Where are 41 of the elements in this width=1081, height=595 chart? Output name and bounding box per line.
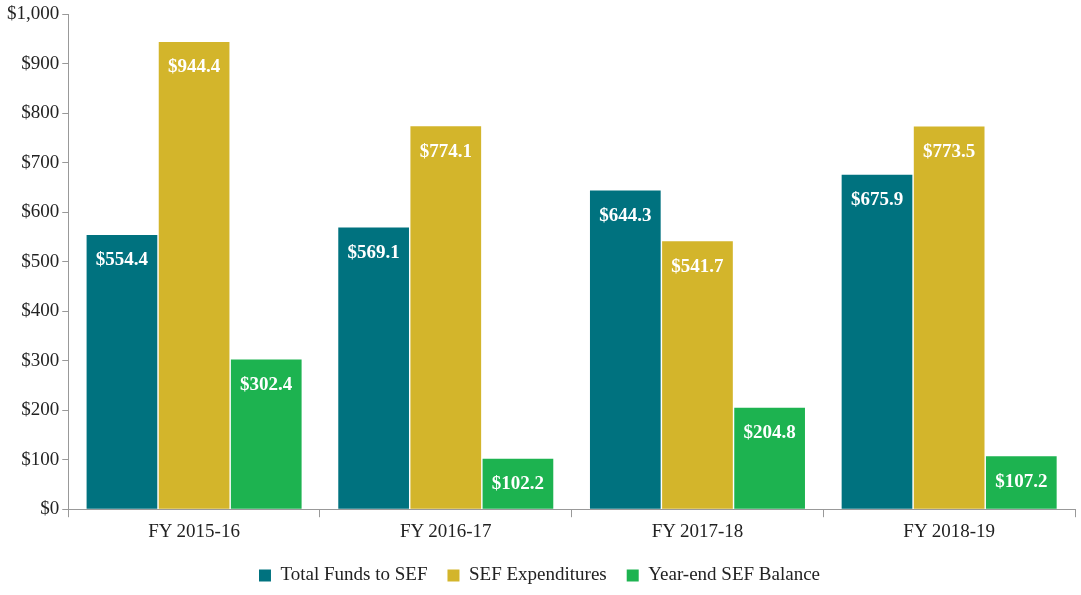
- y-tick-label: $1,000: [7, 2, 60, 24]
- y-tick-label: $400: [21, 299, 60, 321]
- y-tick-label: $300: [21, 348, 60, 370]
- bar: [662, 241, 733, 509]
- data-label: $944.4: [167, 55, 221, 77]
- legend-label: Total Funds to SEF: [280, 563, 428, 585]
- y-tick-label: $600: [21, 200, 60, 222]
- data-label: $644.3: [599, 203, 652, 225]
- y-tick-label: $900: [21, 51, 60, 73]
- bar: [230, 359, 302, 509]
- bar: [410, 126, 482, 509]
- x-tick-label: FY 2017-18: [651, 519, 744, 541]
- x-tick-label: FY 2015-16: [148, 519, 240, 541]
- bar: [86, 234, 158, 509]
- bar: [589, 190, 661, 509]
- legend-label: Year-end SEF Balance: [648, 563, 821, 585]
- data-label: $204.8: [743, 421, 796, 443]
- x-tick-label: FY 2018-19: [903, 519, 995, 541]
- data-label: $541.7: [671, 254, 725, 276]
- bar: [734, 407, 805, 509]
- data-label: $107.2: [995, 469, 1048, 491]
- y-tick-label: $800: [21, 101, 60, 123]
- bar: [158, 41, 230, 509]
- bar: [913, 126, 985, 509]
- data-label: $773.5: [923, 139, 976, 161]
- y-tick-label: $700: [21, 150, 60, 172]
- data-label: $569.1: [347, 241, 400, 263]
- legend-label: SEF Expenditures: [468, 563, 607, 585]
- y-tick-label: $200: [21, 398, 60, 420]
- y-tick-label: $100: [21, 447, 60, 469]
- data-label: $675.9: [850, 188, 904, 210]
- data-label: $102.2: [491, 472, 545, 494]
- x-tick-label: FY 2016-17: [399, 519, 492, 541]
- bar: [338, 227, 409, 509]
- y-tick-label: $0: [40, 497, 60, 519]
- bar: [985, 456, 1057, 509]
- data-label: $554.4: [95, 248, 149, 270]
- y-tick-label: $500: [21, 249, 60, 271]
- bar: [841, 174, 913, 509]
- data-label: $302.4: [240, 372, 293, 394]
- data-label: $774.1: [419, 139, 472, 161]
